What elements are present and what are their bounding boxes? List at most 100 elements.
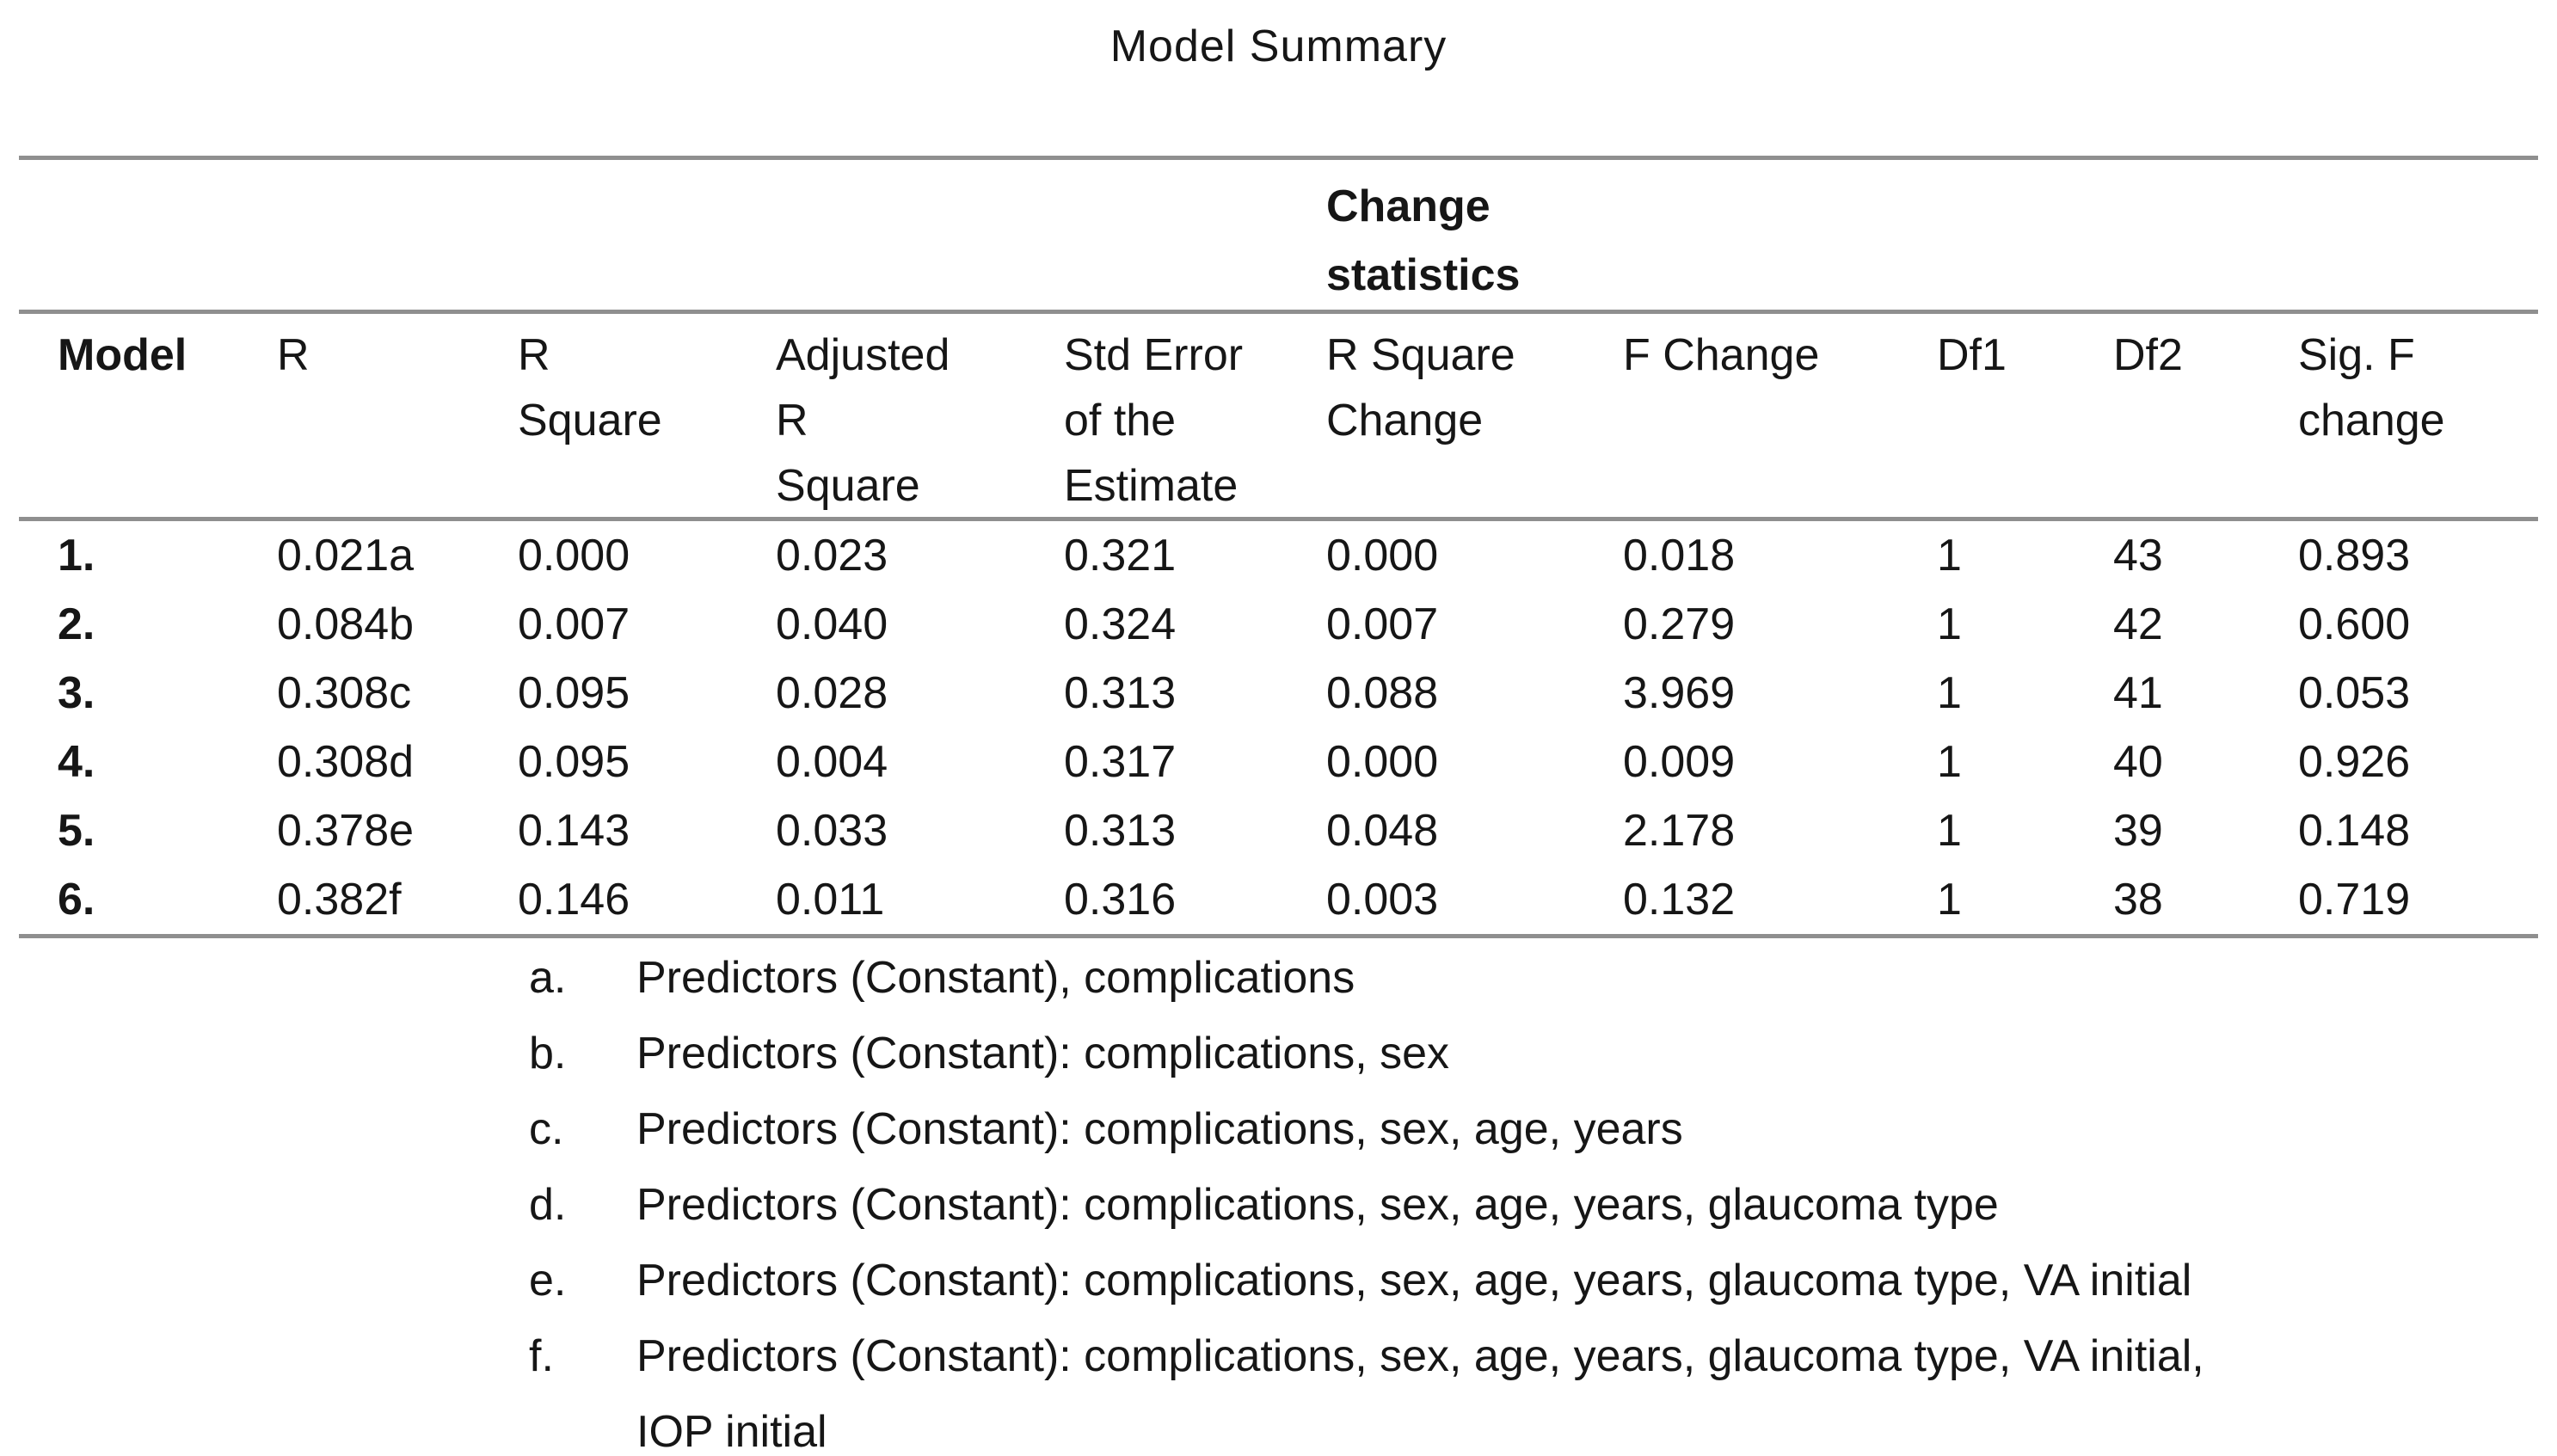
table-rule-bottom (19, 934, 2538, 938)
table-cell: 1 (1937, 599, 1962, 649)
table-cell: 0.324 (1064, 599, 1177, 649)
column-header-5: R Square Change (1326, 323, 1623, 453)
footnote: f. Predictors (Constant): complications, … (529, 1318, 2557, 1456)
table-row: 5. 0.378e 0.143 0.033 0.313 0.048 2.178 1 39 0.14… (19, 796, 2538, 865)
table-cell: 0.148 (2298, 806, 2411, 856)
column-header-line: R (518, 330, 550, 380)
table-row: 6. 0.382f 0.146 0.011 0.316 0.003 0.132 1 38 0.71… (19, 865, 2538, 934)
column-header-7: Df1 (1937, 323, 2113, 388)
table-cell: 0.000 (1326, 737, 1439, 787)
column-header-line: Estimate (1064, 461, 1239, 511)
table-cell: 0.000 (1326, 531, 1439, 581)
column-header-line: change (2298, 396, 2445, 445)
table-cell: 42 (2113, 599, 2163, 649)
table-cell: 0.600 (2298, 599, 2411, 649)
table-row: 4. 0.308d 0.095 0.004 0.317 0.000 0.009 1 40 0.92… (19, 728, 2538, 796)
group-header-row: Change statistics (19, 160, 2538, 310)
table-cell: 0.926 (2298, 737, 2411, 787)
table-cell: 40 (2113, 737, 2163, 787)
table-cell: 2. (58, 599, 95, 649)
table-row: 2. 0.084b 0.007 0.040 0.324 0.007 0.279 1 42 0.60… (19, 590, 2538, 659)
column-header-line: R (277, 330, 310, 380)
footnote-text-line: Predictors (Constant): complications, se… (636, 1104, 1683, 1154)
table-cell: 0.088 (1326, 668, 1439, 718)
table-cell: 0.004 (776, 737, 888, 787)
table-cell: 1 (1937, 668, 1962, 718)
footnote-text: Predictors (Constant): complications, se… (636, 1016, 1449, 1091)
table-cell: 6. (58, 875, 95, 925)
column-header-line: Change (1326, 396, 1484, 445)
table-cell: 0.279 (1623, 599, 1736, 649)
table-title: Model Summary (1109, 22, 1448, 71)
header-row: Model R R Square Adjusted R Square Std Error of … (19, 314, 2538, 517)
column-header-9: Sig. F change (2298, 323, 2538, 453)
table-cell: 0.003 (1326, 875, 1439, 925)
table-cell: 2.178 (1623, 806, 1736, 856)
column-header-0: Model (58, 323, 277, 388)
footnote-text: Predictors (Constant): complications, se… (636, 1091, 1683, 1167)
table-cell: 0.048 (1326, 806, 1439, 856)
column-header-line: Df2 (2113, 330, 2183, 380)
table-cell: 0.033 (776, 806, 888, 856)
footnote-text-line: IOP initial (636, 1407, 827, 1456)
table-rule-under-group-header (19, 310, 2538, 314)
table-row: 3. 0.308c 0.095 0.028 0.313 0.088 3.969 1 41 0.05… (19, 659, 2538, 728)
footnote-list: a. Predictors (Constant), complications b.… (0, 940, 2557, 1456)
footnote-text-line: Predictors (Constant): complications, se… (636, 1331, 2204, 1381)
table-cell: 0.095 (518, 737, 630, 787)
footnote-text: Predictors (Constant): complications, se… (636, 1243, 2191, 1318)
table-cell: 4. (58, 737, 95, 787)
table-cell: 0.007 (518, 599, 630, 649)
footnote: d. Predictors (Constant): complications, … (529, 1167, 2557, 1243)
column-header-line: of the (1064, 396, 1177, 445)
table-cell: 0.316 (1064, 875, 1177, 925)
column-header-line: Square (518, 396, 662, 445)
table-cell: 0.143 (518, 806, 630, 856)
table-rule-top (19, 156, 2538, 160)
table-cell: 1 (1937, 531, 1962, 581)
table-cell: 38 (2113, 875, 2163, 925)
table-cell: 0.719 (2298, 875, 2411, 925)
table-cell: 0.095 (518, 668, 630, 718)
table-body: 1. 0.021a 0.000 0.023 0.321 0.000 0.018 1 43 0.89… (0, 521, 2557, 934)
table-cell: 0.084b (277, 599, 415, 649)
footnote-label: e. (529, 1256, 567, 1305)
table-cell: 0.308c (277, 668, 412, 718)
footnote-label: c. (529, 1104, 564, 1154)
table-cell: 3.969 (1623, 668, 1736, 718)
table-cell: 0.321 (1064, 531, 1177, 581)
footnote-text-line: Predictors (Constant), complications (636, 953, 1355, 1003)
footnote-text-line: Predictors (Constant): complications, se… (636, 1256, 2192, 1305)
table-cell: 0.040 (776, 599, 888, 649)
table-cell: 1 (1937, 875, 1962, 925)
table-cell: 43 (2113, 531, 2163, 581)
table-cell: 0.313 (1064, 806, 1177, 856)
table-cell: 41 (2113, 668, 2163, 718)
footnote-text-line: Predictors (Constant): complications, se… (636, 1029, 1450, 1078)
column-header-line: F Change (1623, 330, 1820, 380)
table-cell: 39 (2113, 806, 2163, 856)
column-header-line: Adjusted (776, 330, 950, 380)
footnote-text: Predictors (Constant): complications, se… (636, 1167, 1999, 1243)
footnote: b. Predictors (Constant): complications, … (529, 1016, 2557, 1091)
table-cell: 0.021a (277, 531, 415, 581)
column-header-8: Df2 (2113, 323, 2298, 388)
table-cell: 0.378e (277, 806, 415, 856)
column-header-line: Df1 (1937, 330, 2007, 380)
footnote: c. Predictors (Constant): complications, … (529, 1091, 2557, 1167)
table-cell: 1 (1937, 737, 1962, 787)
footnote-text-line: Predictors (Constant): complications, se… (636, 1180, 1999, 1230)
footnote-label: f. (529, 1331, 554, 1381)
table-cell: 0.009 (1623, 737, 1736, 787)
group-header-change-statistics: Change statistics (1326, 181, 1521, 300)
column-header-6: F Change (1623, 323, 1937, 388)
footnote-text: Predictors (Constant): complications, se… (636, 1318, 2204, 1456)
footnote-label: a. (529, 953, 567, 1003)
column-header-3: Adjusted R Square (776, 323, 1064, 519)
table-cell: 0.132 (1623, 875, 1736, 925)
table-cell: 1. (58, 531, 95, 581)
footnote-label: b. (529, 1029, 567, 1078)
column-header-line: R Square (1326, 330, 1515, 380)
table-cell: 3. (58, 668, 95, 718)
table-cell: 0.893 (2298, 531, 2411, 581)
